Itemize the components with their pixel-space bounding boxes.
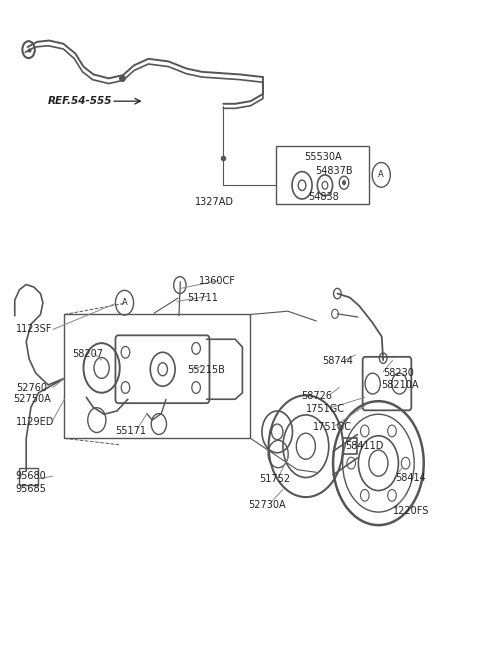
Text: 1220FS: 1220FS <box>393 506 429 516</box>
Text: 1360CF: 1360CF <box>199 276 236 286</box>
Text: 95680: 95680 <box>16 471 47 481</box>
Text: 55530A: 55530A <box>304 151 342 162</box>
Circle shape <box>343 181 346 185</box>
Text: 1129ED: 1129ED <box>16 417 54 427</box>
Text: 58230: 58230 <box>383 368 414 378</box>
Text: 58210A: 58210A <box>381 380 418 390</box>
Text: 51711: 51711 <box>188 293 218 303</box>
Text: 51752: 51752 <box>259 474 290 484</box>
Text: 52730A: 52730A <box>249 500 286 510</box>
Text: 1123SF: 1123SF <box>16 324 52 335</box>
Bar <box>64 314 251 438</box>
Text: 52750A: 52750A <box>13 394 51 404</box>
Text: 54838: 54838 <box>308 192 339 202</box>
Text: A: A <box>378 170 384 179</box>
Text: 58207: 58207 <box>72 348 103 358</box>
Text: 1751GC: 1751GC <box>312 422 351 432</box>
Text: 58414: 58414 <box>395 472 426 483</box>
Text: REF.54-555: REF.54-555 <box>48 96 113 105</box>
Text: 55171: 55171 <box>115 426 146 436</box>
Text: 55215B: 55215B <box>188 365 226 375</box>
Text: 58411D: 58411D <box>345 441 384 451</box>
Bar <box>19 468 37 485</box>
Text: 58744: 58744 <box>322 356 353 366</box>
Text: 58726: 58726 <box>301 391 332 401</box>
Text: 54837B: 54837B <box>315 166 353 176</box>
Text: 1751GC: 1751GC <box>306 404 345 414</box>
Text: A: A <box>121 298 127 307</box>
Text: 1327AD: 1327AD <box>195 196 234 206</box>
Bar <box>276 146 369 204</box>
Text: 52760: 52760 <box>16 383 47 392</box>
Text: 95685: 95685 <box>16 483 47 494</box>
